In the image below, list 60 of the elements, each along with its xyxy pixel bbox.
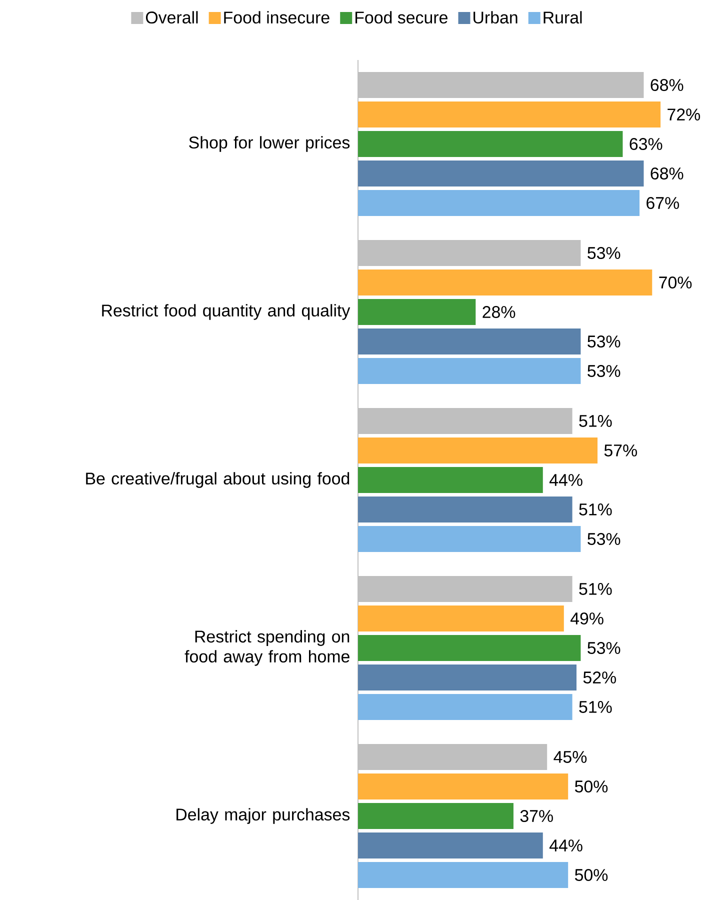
bar [358, 576, 572, 602]
data-label: 53% [588, 365, 620, 378]
data-label: 50% [574, 869, 608, 882]
bar [358, 328, 581, 355]
bar [358, 102, 661, 128]
data-label: 57% [604, 444, 637, 456]
bar [358, 803, 514, 830]
bar [358, 160, 644, 187]
data-label: 51% [579, 415, 612, 427]
bar [358, 774, 568, 800]
bar [358, 664, 577, 691]
data-label: 67% [646, 197, 680, 210]
bar [358, 299, 476, 326]
y-tick-label: Delay major purchases [176, 808, 350, 824]
data-label: 68% [650, 79, 684, 92]
data-label: 68% [650, 168, 684, 180]
bar [358, 635, 581, 662]
y-tick-label: Restrict spending on food away from home [184, 630, 350, 666]
bar [358, 694, 572, 720]
data-label: 45% [554, 751, 587, 763]
bar [358, 832, 543, 859]
bar [358, 496, 572, 523]
data-label: 49% [570, 612, 604, 625]
data-label: 52% [583, 672, 616, 684]
bar [358, 190, 640, 216]
data-label: 72% [668, 108, 700, 120]
bar [358, 526, 581, 552]
bar [358, 358, 581, 384]
bar [358, 606, 564, 632]
bar [358, 744, 548, 770]
data-label: 53% [588, 247, 620, 260]
data-label: 53% [588, 533, 620, 546]
data-label: 50% [574, 780, 608, 793]
legend-label: Food secure [356, 11, 448, 24]
bar [358, 131, 623, 158]
bar [358, 862, 568, 888]
data-label: 51% [579, 583, 612, 595]
data-label: 53% [588, 642, 620, 654]
bar [358, 72, 644, 98]
bar [358, 408, 572, 434]
data-label: 28% [482, 306, 516, 318]
data-label: 37% [520, 810, 553, 822]
data-label: 70% [659, 276, 692, 289]
bar [358, 467, 543, 494]
data-label: 63% [630, 138, 662, 150]
data-label: 53% [588, 336, 620, 348]
legend-label: Urban [474, 11, 518, 24]
data-label: 44% [549, 474, 582, 486]
bar [358, 240, 581, 266]
y-tick-label: Shop for lower prices [189, 136, 350, 152]
bar [358, 270, 652, 296]
data-label: 51% [579, 504, 612, 516]
legend-label: Food insecure [224, 11, 330, 24]
legend-label: Rural [544, 11, 582, 24]
bar [358, 438, 598, 464]
legend-label: Overall [146, 11, 198, 24]
y-tick-label: Be creative/frugal about using food [86, 472, 350, 488]
data-label: 44% [549, 840, 582, 852]
y-tick-label: Restrict food quantity and quality [102, 304, 350, 320]
data-label: 51% [579, 701, 612, 713]
